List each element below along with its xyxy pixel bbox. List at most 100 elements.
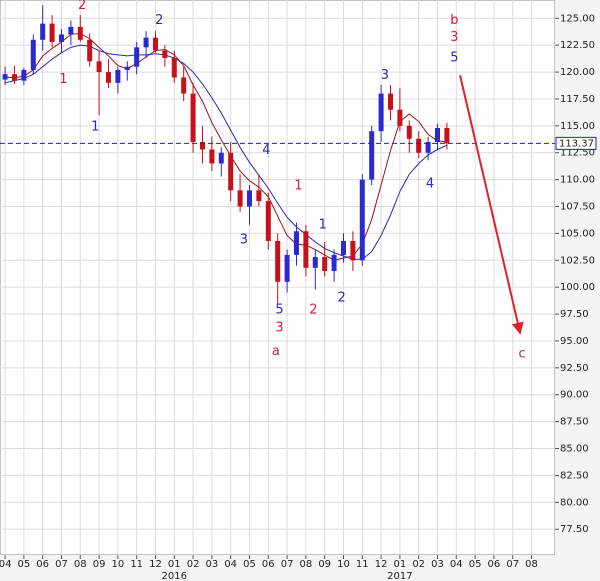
wave-label: 4 [262,143,270,158]
wave-label: 2 [309,302,317,317]
wave-label: 3 [275,321,283,336]
x-tick-label: 07 [55,559,68,570]
y-tick-label: 105.00 [560,228,595,239]
candle-body [77,26,83,40]
candle-body [340,240,346,255]
wave-label: 2 [155,13,163,28]
candle-body [275,240,281,282]
moving-average [4,44,448,260]
x-tick-label: 09 [318,559,331,570]
x-tick-label: 05 [469,559,482,570]
y-tick-label: 92.50 [560,363,589,374]
candle-body [331,254,337,272]
x-tick-label: 08 [74,559,87,570]
wave-label: 1 [59,72,67,87]
x-tick-label: 02 [412,559,425,570]
y-tick-label: 82.50 [560,470,589,481]
candle-body [171,58,177,78]
candle-body [387,93,393,110]
candle-body [181,77,187,94]
wave-label: 1 [91,119,99,134]
candle-body [303,231,309,268]
candle-body [228,152,234,191]
candle-body [416,138,422,153]
candle-body [237,190,243,207]
candle-body [397,109,403,126]
candle-body [312,257,318,268]
x-tick-label: 01 [168,559,181,570]
candle-body [87,39,93,62]
wave-label: 1 [294,179,302,194]
candle-body [322,257,328,272]
projection-arrow [459,75,524,335]
y-tick-label: 125.00 [560,13,595,24]
candle-body [369,131,375,180]
wave-label: 3 [240,232,248,247]
candle-body [11,74,17,81]
candle-body [124,66,130,70]
wave-label: 5 [275,302,283,317]
x-tick-label: 10 [112,559,125,570]
x-tick-label: 09 [93,559,106,570]
wave-label: b [450,13,458,28]
y-tick-label: 90.00 [560,390,589,401]
wave-label: 5 [450,51,458,66]
x-tick-label: 03 [206,559,219,570]
x-tick-label: 01 [394,559,407,570]
x-tick-label: 02 [187,559,200,570]
candle-body [105,72,111,83]
y-tick-label: 117.50 [560,94,595,105]
y-tick-label: 87.50 [560,417,589,428]
x-tick-label: 07 [281,559,294,570]
candle-body [444,127,450,144]
x-tick-label: 11 [356,559,369,570]
year-label: 2016 [162,571,187,581]
wave-label: 1 [319,217,327,232]
candle-body [425,141,431,153]
x-tick-label: 04 [0,559,11,570]
x-tick-label: 12 [149,559,162,570]
candle-body [40,23,46,40]
wave-label: a [272,344,280,359]
price-label-box [555,136,597,150]
x-tick-label: 11 [130,559,143,570]
candle-body [284,254,290,282]
candle-body [68,26,74,35]
wave-label: 2 [78,0,86,13]
x-tick-label: 10 [337,559,350,570]
candle-body [162,50,168,59]
y-tick-label: 115.00 [560,121,595,132]
candle-body [115,69,121,83]
candle-body [134,47,140,67]
wave-label: 4 [426,176,434,191]
candle-body [406,125,412,139]
candle-body [265,201,271,241]
y-axis-panel [555,0,600,581]
wave-label: 2 [337,290,345,305]
wave-label: 3 [381,68,389,83]
candle-body [293,231,299,255]
x-tick-label: 07 [506,559,519,570]
candle-body [152,37,158,51]
y-tick-label: 107.50 [560,202,595,213]
y-tick-label: 77.50 [560,524,589,535]
wave-label: 3 [450,30,458,45]
candle-body [2,74,8,80]
y-tick-label: 95.00 [560,336,589,347]
candle-body [49,23,55,42]
candle-body [209,149,215,164]
x-tick-label: 04 [450,559,463,570]
candle-body [350,240,356,261]
x-tick-label: 06 [36,559,49,570]
x-tick-label: 05 [18,559,31,570]
price-label: 113.37 [559,138,594,149]
candle-body [246,190,252,207]
x-tick-label: 05 [243,559,256,570]
y-tick-label: 110.00 [560,175,595,186]
x-axis-panel [0,555,555,581]
y-tick-label: 85.00 [560,444,589,455]
candle-body [199,141,205,150]
y-tick-label: 122.50 [560,40,595,51]
candle-body [434,127,440,142]
